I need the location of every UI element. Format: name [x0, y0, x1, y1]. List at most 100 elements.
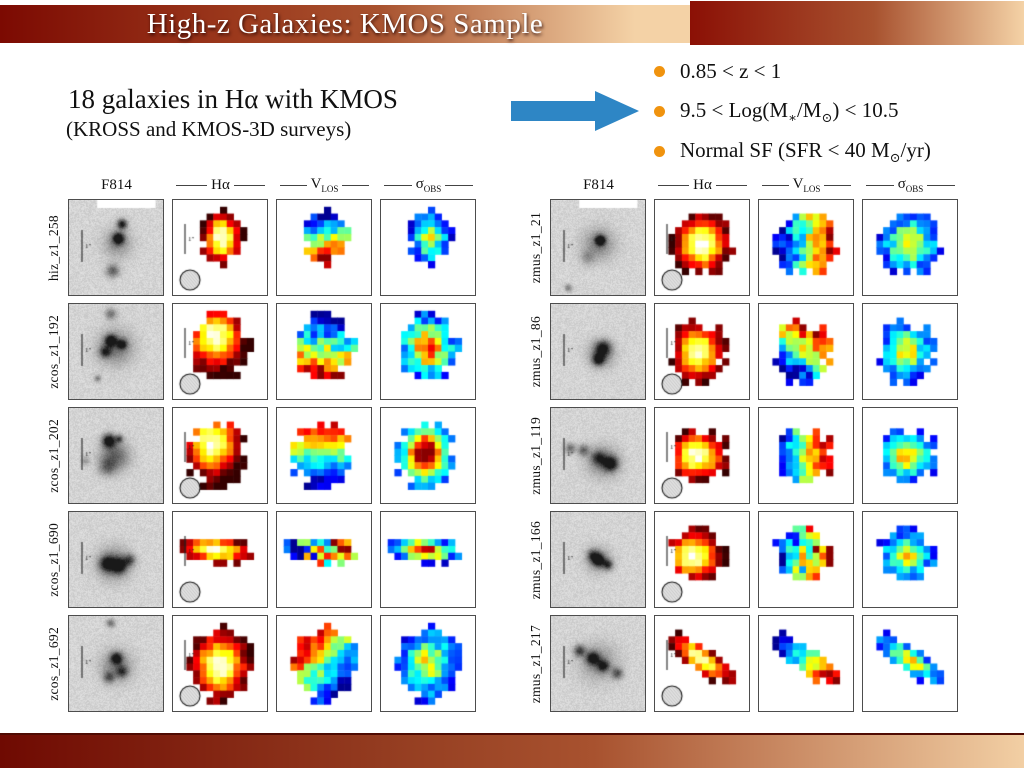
row-label-zmus_z1_119: zmus_z1_119: [528, 407, 543, 505]
row-label-hiz_z1_258: hiz_z1_258: [46, 199, 61, 297]
f814-map-zcos_z1_192: [68, 303, 164, 400]
column-label: VLOS: [792, 176, 821, 194]
row-label-zcos_z1_192: zcos_z1_192: [46, 303, 61, 401]
f814-map-zmus_z1_21: [550, 199, 646, 296]
bullet-dot-icon: [654, 66, 665, 77]
galaxy-id: zcos_z1_202: [45, 419, 61, 493]
intro-heading: 18 galaxies in Hα with KMOS: [68, 84, 398, 114]
halpha-map-zcos_z1_690: [172, 511, 268, 608]
f814-map-zmus_z1_166: [550, 511, 646, 608]
header-rule: [176, 185, 208, 186]
halpha-map-zmus_z1_86: [654, 303, 750, 400]
sigma-map-zmus_z1_217: [862, 615, 958, 712]
vlos-map-zmus_z1_86: [758, 303, 854, 400]
row-label-zcos_z1_690: zcos_z1_690: [46, 511, 61, 609]
bullet-text: 0.85 < z < 1: [680, 59, 782, 83]
halpha-map-zcos_z1_202: [172, 407, 268, 504]
arrow-icon: [511, 91, 639, 131]
f814-map-zcos_z1_690: [68, 511, 164, 608]
vlos-map-zmus_z1_166: [758, 511, 854, 608]
f814-map-zmus_z1_217: [550, 615, 646, 712]
sigma-map-zmus_z1_21: [862, 199, 958, 296]
footer-bar: [0, 733, 1024, 768]
vlos-map-zmus_z1_119: [758, 407, 854, 504]
header-rule: [658, 185, 690, 186]
header-rule: [233, 185, 266, 186]
galaxy-id: hiz_z1_258: [45, 215, 61, 281]
bullet-dot-icon: [654, 106, 665, 117]
bullet-text: Normal SF (SFR < 40 M⊙/yr): [680, 138, 931, 166]
column-header-sigma: σOBS: [380, 177, 477, 194]
header-rule: [715, 185, 748, 186]
galaxy-id: zmus_z1_21: [527, 212, 543, 284]
vlos-map-zcos_z1_202: [276, 407, 372, 504]
halpha-map-zmus_z1_217: [654, 615, 750, 712]
sigma-map-zmus_z1_86: [862, 303, 958, 400]
header-rule: [824, 185, 852, 186]
bullet-text: 9.5 < Log(M∗/M⊙) < 10.5: [680, 98, 899, 126]
row-label-zmus_z1_21: zmus_z1_21: [528, 199, 543, 297]
row-label-zmus_z1_86: zmus_z1_86: [528, 303, 543, 401]
column-label: Hα: [211, 177, 230, 193]
sigma-map-zcos_z1_202: [380, 407, 476, 504]
header-rule: [445, 185, 474, 186]
vlos-map-zmus_z1_217: [758, 615, 854, 712]
column-header-halpha: Hα: [172, 178, 269, 193]
sigma-map-zcos_z1_692: [380, 615, 476, 712]
f814-map-zmus_z1_86: [550, 303, 646, 400]
vlos-map-zmus_z1_21: [758, 199, 854, 296]
halpha-map-zcos_z1_692: [172, 615, 268, 712]
galaxy-id: zcos_z1_692: [45, 627, 61, 701]
header-rule: [384, 185, 412, 186]
slide-title: High-z Galaxies: KMOS Sample: [146, 8, 544, 40]
grid-corner: [528, 178, 543, 193]
vlos-map-hiz_z1_258: [276, 199, 372, 296]
column-label: VLOS: [310, 176, 339, 194]
row-label-zmus_z1_166: zmus_z1_166: [528, 511, 543, 609]
column-label: F814: [583, 177, 614, 193]
f814-map-zcos_z1_692: [68, 615, 164, 712]
galaxy-grid-right: F814 Hα VLOS σOBS zmus_z1_21 zmus_z1_86 zmus_z…: [528, 176, 959, 713]
header-rule: [762, 185, 789, 186]
galaxy-id: zcos_z1_192: [45, 315, 61, 389]
column-label: σOBS: [897, 176, 924, 194]
sigma-map-zcos_z1_192: [380, 303, 476, 400]
title-bar-right-segment: [690, 1, 1024, 45]
column-header-vlos: VLOS: [276, 176, 373, 194]
halpha-map-zmus_z1_119: [654, 407, 750, 504]
bullet-dot-icon: [654, 146, 665, 157]
row-label-zmus_z1_217: zmus_z1_217: [528, 615, 543, 713]
header-rule: [342, 185, 370, 186]
sigma-map-zmus_z1_166: [862, 511, 958, 608]
bullet-list: 0.85 < z < 1 9.5 < Log(M∗/M⊙) < 10.5 Norma…: [654, 58, 1022, 178]
galaxy-id: zmus_z1_166: [527, 520, 543, 600]
sigma-map-zcos_z1_690: [380, 511, 476, 608]
galaxy-id: zmus_z1_119: [527, 417, 543, 495]
grid-corner: [46, 178, 61, 193]
intro-subheading: (KROSS and KMOS-3D surveys): [66, 117, 352, 141]
column-label: F814: [101, 177, 132, 193]
f814-map-zcos_z1_202: [68, 407, 164, 504]
f814-map-zmus_z1_119: [550, 407, 646, 504]
galaxy-grid-left: F814 Hα VLOS σOBS hiz_z1_258 zcos_z1_192 zcos_…: [46, 176, 477, 713]
bullet-item-2: 9.5 < Log(M∗/M⊙) < 10.5: [654, 98, 1022, 125]
galaxy-id: zcos_z1_690: [45, 523, 61, 597]
halpha-map-hiz_z1_258: [172, 199, 268, 296]
column-header-halpha: Hα: [654, 178, 751, 193]
title-bar: [0, 5, 690, 43]
row-label-zcos_z1_202: zcos_z1_202: [46, 407, 61, 505]
sigma-map-zmus_z1_119: [862, 407, 958, 504]
header-rule: [280, 185, 307, 186]
column-header-f814: F814: [550, 178, 647, 193]
bullet-item-1: 0.85 < z < 1: [654, 58, 1022, 85]
column-header-sigma: σOBS: [862, 176, 959, 194]
galaxy-id: zmus_z1_217: [527, 624, 543, 704]
galaxy-id: zmus_z1_86: [527, 316, 543, 388]
row-label-zcos_z1_692: zcos_z1_692: [46, 615, 61, 713]
vlos-map-zcos_z1_192: [276, 303, 372, 400]
halpha-map-zmus_z1_21: [654, 199, 750, 296]
column-header-f814: F814: [68, 178, 165, 193]
header-rule: [927, 185, 956, 186]
column-header-vlos: VLOS: [758, 176, 855, 194]
